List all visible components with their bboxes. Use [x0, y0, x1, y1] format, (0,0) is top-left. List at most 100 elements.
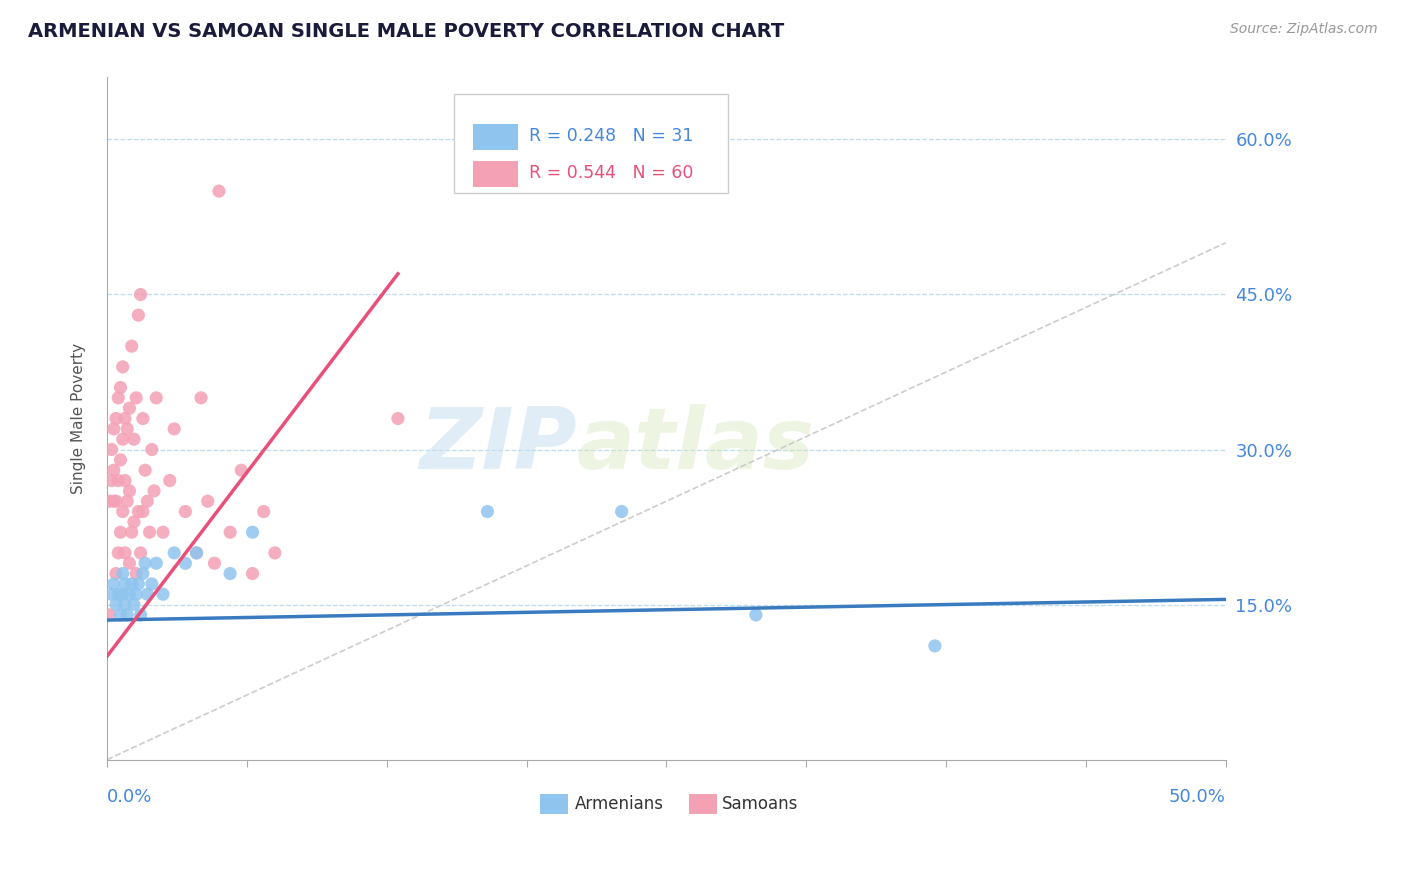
Point: [143, 483, 166, 498]
Point: [121, 525, 143, 540]
Point: [190, 391, 212, 405]
Point: [134, 463, 156, 477]
Point: [387, 411, 409, 425]
Point: [138, 525, 160, 540]
Point: [163, 422, 186, 436]
Text: atlas: atlas: [576, 404, 815, 487]
Point: [107, 587, 129, 601]
Point: [134, 556, 156, 570]
Point: [136, 587, 159, 601]
Point: [98, 494, 121, 508]
Point: [231, 463, 253, 477]
Point: [924, 639, 946, 653]
Point: [100, 474, 122, 488]
Point: [100, 587, 122, 601]
Text: 0.0%: 0.0%: [107, 789, 152, 806]
Y-axis label: Single Male Poverty: Single Male Poverty: [72, 343, 86, 494]
FancyBboxPatch shape: [472, 161, 517, 186]
Point: [111, 359, 134, 374]
Point: [204, 556, 226, 570]
Point: [127, 308, 149, 322]
Point: [105, 566, 128, 581]
Point: [152, 587, 174, 601]
Point: [110, 607, 132, 622]
Point: [103, 494, 125, 508]
Point: [118, 401, 141, 416]
Point: [115, 607, 138, 622]
Point: [263, 546, 285, 560]
Point: [111, 587, 134, 601]
Text: R = 0.248   N = 31: R = 0.248 N = 31: [529, 128, 693, 145]
FancyBboxPatch shape: [540, 794, 568, 814]
Point: [114, 411, 136, 425]
Point: [477, 504, 499, 518]
Point: [163, 546, 186, 560]
Point: [141, 577, 163, 591]
Point: [110, 453, 132, 467]
Point: [122, 432, 145, 446]
Point: [129, 546, 152, 560]
Point: [111, 432, 134, 446]
Point: [186, 546, 208, 560]
Point: [174, 504, 197, 518]
Point: [111, 566, 134, 581]
FancyBboxPatch shape: [454, 95, 728, 194]
Point: [103, 577, 125, 591]
Point: [125, 587, 148, 601]
Point: [197, 494, 219, 508]
Point: [105, 598, 128, 612]
Point: [115, 494, 138, 508]
Text: Samoans: Samoans: [723, 795, 799, 813]
Point: [114, 577, 136, 591]
Text: R = 0.544   N = 60: R = 0.544 N = 60: [529, 164, 693, 182]
Point: [105, 494, 128, 508]
Point: [152, 525, 174, 540]
Point: [745, 607, 768, 622]
Point: [110, 525, 132, 540]
Point: [208, 184, 231, 198]
Point: [141, 442, 163, 457]
Point: [136, 494, 159, 508]
Point: [253, 504, 276, 518]
Point: [98, 607, 121, 622]
Point: [103, 422, 125, 436]
Point: [114, 474, 136, 488]
Point: [242, 566, 264, 581]
Point: [132, 504, 155, 518]
Point: [129, 607, 152, 622]
Point: [118, 483, 141, 498]
Point: [219, 525, 242, 540]
Point: [105, 411, 128, 425]
Text: ARMENIAN VS SAMOAN SINGLE MALE POVERTY CORRELATION CHART: ARMENIAN VS SAMOAN SINGLE MALE POVERTY C…: [28, 22, 785, 41]
Text: Armenians: Armenians: [575, 795, 664, 813]
Point: [107, 391, 129, 405]
Point: [242, 525, 264, 540]
FancyBboxPatch shape: [689, 794, 717, 814]
Point: [122, 515, 145, 529]
Point: [121, 339, 143, 353]
Text: ZIP: ZIP: [419, 404, 576, 487]
Point: [107, 474, 129, 488]
Point: [127, 504, 149, 518]
Point: [145, 391, 167, 405]
Point: [129, 287, 152, 301]
Point: [145, 556, 167, 570]
Point: [118, 587, 141, 601]
Point: [103, 463, 125, 477]
Point: [132, 566, 155, 581]
Text: 50.0%: 50.0%: [1168, 789, 1226, 806]
Point: [219, 566, 242, 581]
Point: [100, 442, 122, 457]
Point: [132, 411, 155, 425]
FancyBboxPatch shape: [472, 124, 517, 150]
Point: [125, 566, 148, 581]
Point: [174, 556, 197, 570]
Point: [610, 504, 633, 518]
Point: [127, 577, 149, 591]
Point: [121, 577, 143, 591]
Point: [114, 546, 136, 560]
Point: [110, 380, 132, 394]
Point: [125, 391, 148, 405]
Point: [107, 546, 129, 560]
Point: [186, 546, 208, 560]
